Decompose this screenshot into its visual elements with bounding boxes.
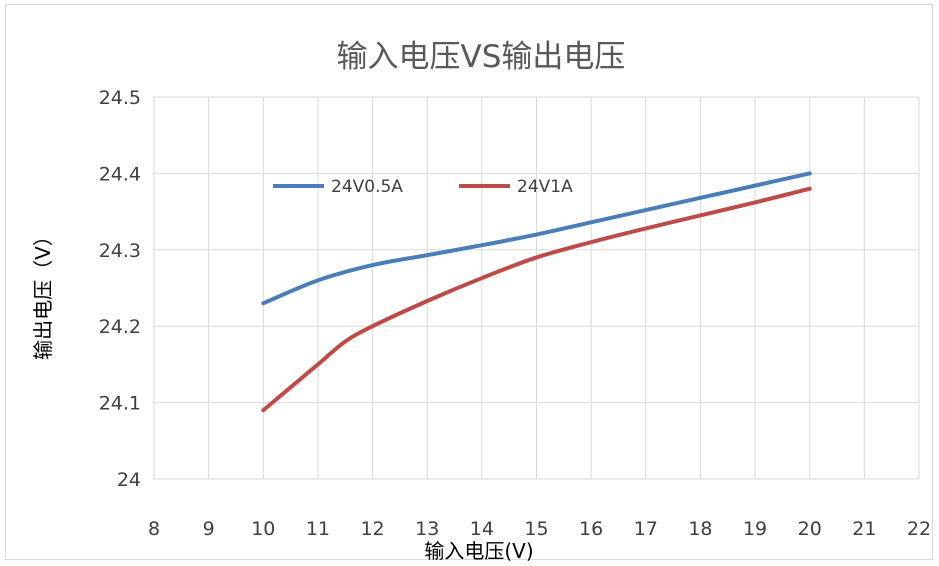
x-tick-label: 11 (306, 518, 330, 540)
x-tick-label: 19 (743, 518, 767, 540)
series-line-24v1a (261, 186, 812, 413)
y-tick-label: 24 (117, 469, 141, 491)
gridlines (153, 96, 920, 480)
x-tick-label: 18 (688, 518, 712, 540)
x-axis-title: 输入电压(V) (424, 539, 533, 561)
x-tick-label: 12 (360, 518, 384, 540)
y-tick-label: 24.1 (99, 393, 141, 415)
series-lines (261, 171, 812, 413)
x-tick-label: 17 (634, 518, 658, 540)
x-tick-label: 13 (415, 518, 439, 540)
chart-title: 输入电压VS输出电压 (337, 39, 626, 75)
y-tick-label: 24.5 (99, 87, 141, 109)
legend-label-24v1a: 24V1A (517, 177, 573, 197)
x-tick-label: 16 (579, 518, 603, 540)
x-tick-label: 8 (148, 518, 160, 540)
line-chart: 输入电压VS输出电压 8 9 10 11 12 13 14 15 16 17 18 19 20 21 22 2… (31, 39, 931, 561)
x-tick-label: 14 (470, 518, 494, 540)
x-tick-label: 22 (907, 518, 931, 540)
y-tick-label: 24.2 (99, 316, 141, 338)
x-tick-label: 10 (251, 518, 275, 540)
x-tick-label: 15 (524, 518, 548, 540)
chart-frame: 输入电压VS输出电压 8 9 10 11 12 13 14 15 16 17 18 19 20 21 22 2… (5, 4, 933, 561)
y-tick-label: 24.4 (99, 163, 141, 185)
legend: 24V0.5A 24V1A (273, 177, 573, 197)
tick-labels: 8 9 10 11 12 13 14 15 16 17 18 19 20 21 22 24 24.1 24.2 24… (99, 87, 931, 540)
legend-label-24v0.5a: 24V0.5A (331, 177, 403, 197)
y-tick-label: 24.3 (99, 240, 141, 262)
y-axis-title: 输出电压（V） (31, 226, 55, 360)
x-tick-label: 20 (798, 518, 822, 540)
x-tick-label: 21 (852, 518, 876, 540)
series-line-24v0.5a (261, 171, 812, 306)
x-tick-label: 9 (203, 518, 215, 540)
